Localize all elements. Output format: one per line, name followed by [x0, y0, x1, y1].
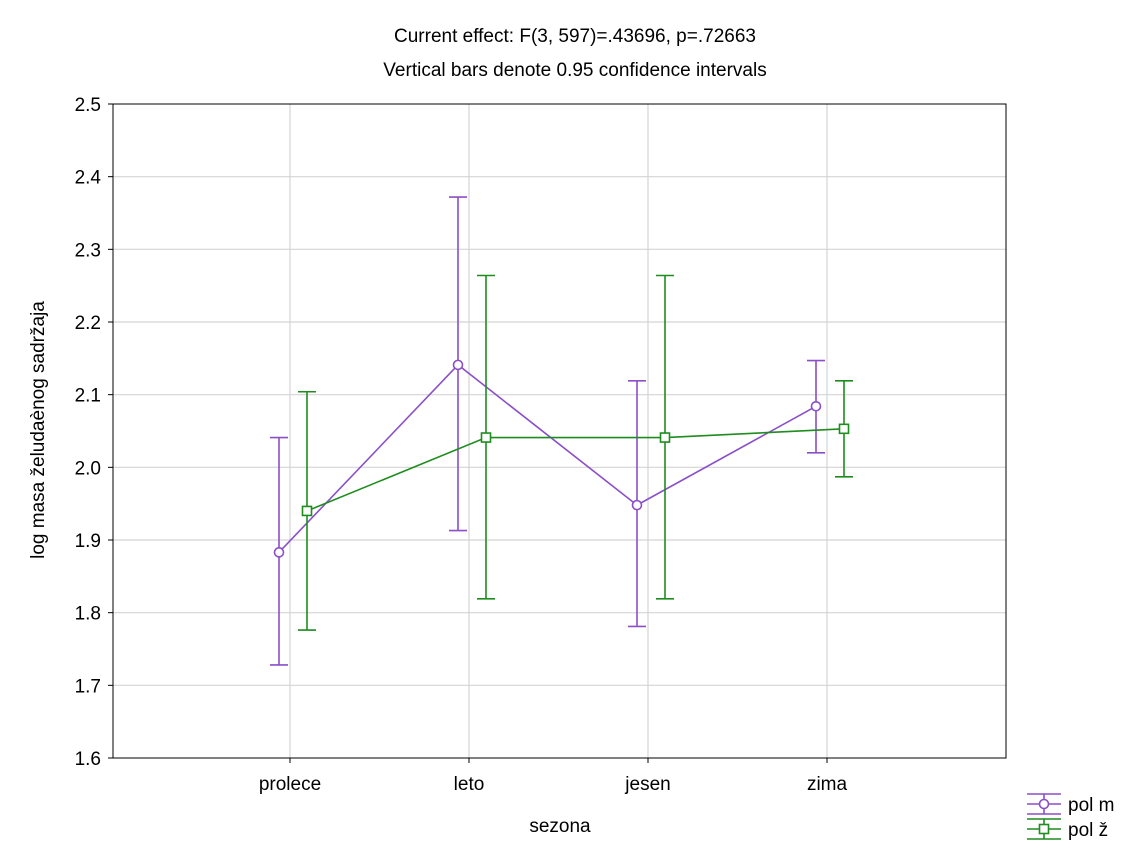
legend-marker	[1038, 798, 1050, 810]
data-point	[452, 359, 464, 371]
series-1	[270, 196, 825, 666]
y-tick-label: 1.7	[75, 676, 101, 697]
grid-lines	[113, 104, 1006, 758]
x-tick-label: prolece	[259, 774, 321, 795]
data-point	[301, 505, 313, 517]
y-tick-label: 2.4	[75, 168, 102, 189]
data-point	[273, 547, 285, 558]
y-tick-label: 1.9	[75, 531, 101, 552]
y-tick-label: 2.0	[75, 458, 101, 479]
y-tick-label: 1.6	[75, 749, 101, 770]
data-point	[838, 423, 850, 435]
data-point	[480, 432, 492, 443]
y-tick-label: 2.5	[75, 95, 101, 116]
axes: 1.6 1.7 1.8 1.9 2.0 2.1 2.2 2.3 2.4 2.5 prolece let…	[75, 95, 848, 795]
y-tick-label: 1.8	[75, 604, 101, 625]
y-tick-label: 2.2	[75, 313, 101, 334]
y-tick-label: 2.1	[75, 386, 101, 407]
x-tick-label: zima	[807, 774, 848, 795]
x-axis-label: sezona	[529, 816, 591, 837]
data-point	[659, 432, 671, 443]
x-tick-label: leto	[454, 774, 485, 795]
plot-area-frame	[112, 103, 1007, 759]
legend-item: pol m	[1027, 793, 1114, 816]
series-line	[278, 363, 817, 553]
legend-label: pol m	[1068, 795, 1114, 816]
legend-label: pol ž	[1068, 820, 1108, 841]
chart-subtitle: Vertical bars denote 0.95 confidence int…	[383, 60, 766, 81]
x-tick-label: jesen	[624, 774, 670, 795]
legend: pol m pol ž	[1027, 793, 1114, 841]
series-group	[270, 196, 853, 666]
legend-item: pol ž	[1027, 818, 1108, 841]
data-point	[631, 499, 643, 511]
legend-marker	[1038, 823, 1050, 835]
series-2	[298, 274, 853, 631]
y-axis-label: log masa želudaènog sadržaja	[28, 301, 49, 559]
y-tick-label: 2.3	[75, 240, 101, 261]
series-line	[306, 428, 845, 512]
chart-title: Current effect: F(3, 597)=.43696, p=.726…	[394, 26, 756, 47]
data-point	[810, 400, 822, 412]
